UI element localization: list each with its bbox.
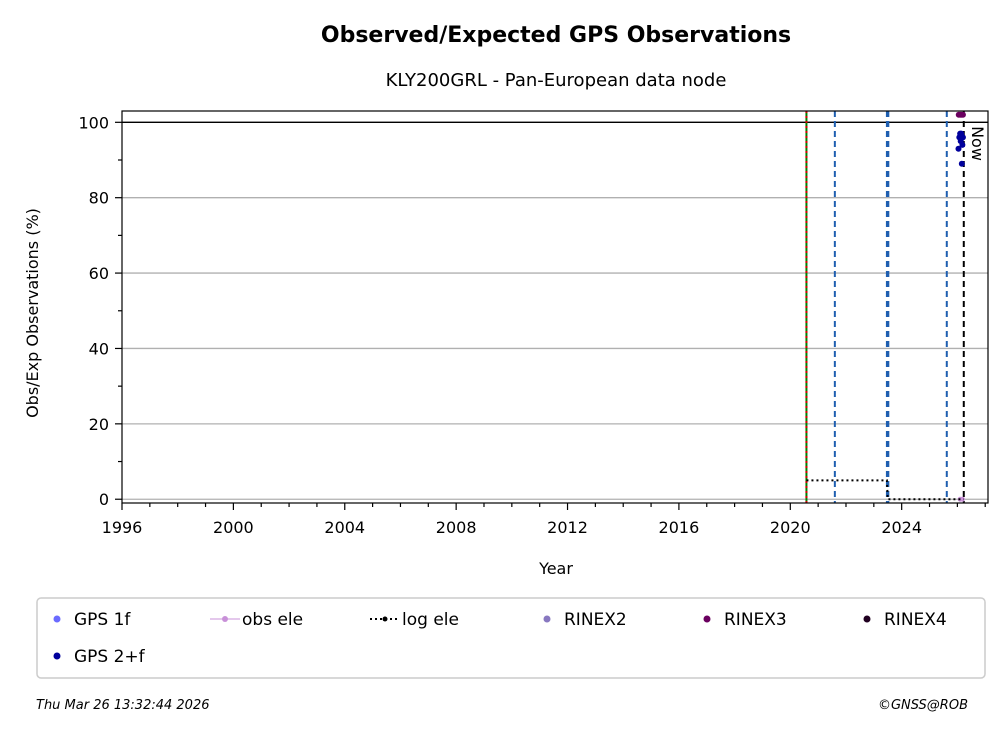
legend-box [36,597,986,679]
legend-marker-gps-2-f [53,652,61,660]
x-tick-label: 2000 [213,518,254,537]
chart-subtitle: KLY200GRL - Pan-European data node [386,70,727,91]
now-label: Now [968,126,987,161]
legend-label-rinex2: RINEX2 [564,610,627,630]
grid-lines [122,121,988,500]
chart-title: Observed/Expected GPS Observations [321,23,791,48]
data-point-rinex3 [959,111,966,118]
x-tick-label: 2012 [547,518,588,537]
legend-label-rinex4: RINEX4 [884,610,947,630]
x-tick-label: 2008 [436,518,477,537]
legend-marker-rinex3 [703,615,711,623]
y-tick-label: 20 [89,415,109,434]
y-axis-label: Obs/Exp Observations (%) [23,208,42,418]
legend-label-gps-2-f: GPS 2+f [74,647,146,667]
data-point-gps-2-f [958,160,965,167]
y-tick-label: 60 [89,264,109,283]
x-tick-label: 2004 [324,518,365,537]
x-tick-label: 2020 [770,518,811,537]
x-tick-label: 2024 [881,518,922,537]
legend-label-gps-1f: GPS 1f [74,610,131,630]
legend-label-rinex3: RINEX3 [724,610,787,630]
legend-marker-rinex4 [863,615,871,623]
y-tick-label: 0 [99,490,109,509]
legend-marker-rinex2 [543,615,551,623]
footer-copyright: ©GNSS@ROB [878,698,968,713]
data-point-gps-2-f [959,134,966,141]
legend-label-obs-ele: obs ele [242,610,303,630]
legend: GPS 1f obs ele log ele RINEX2 RINEX3 RINEX4 GP… [53,610,947,667]
plot-area-frame [121,110,989,504]
data-point-gps-2-f [955,145,962,152]
footer-timestamp: Thu Mar 26 13:32:44 2026 [36,698,210,713]
series-line-log-ele [806,479,964,501]
legend-marker-obs-ele [222,616,228,622]
data-point-obs-ele [959,496,965,502]
x-axis-label: Year [538,559,573,578]
x-tick-label: 1996 [102,518,143,537]
data-series [806,111,966,502]
legend-marker-gps-1f [53,615,61,623]
legend-marker-log-ele [382,616,388,622]
y-tick-label: 40 [89,339,109,358]
legend-label-log-ele: log ele [402,610,459,630]
x-tick-label: 2016 [659,518,700,537]
y-tick-label: 100 [78,113,109,132]
event-lines [805,111,965,503]
data-point-gps-2-f [959,141,966,148]
axis-ticks: 1996 2000 2004 2008 2012 2016 2020 2024 0 20 40 60 8… [78,113,986,537]
y-tick-label: 80 [89,189,109,208]
